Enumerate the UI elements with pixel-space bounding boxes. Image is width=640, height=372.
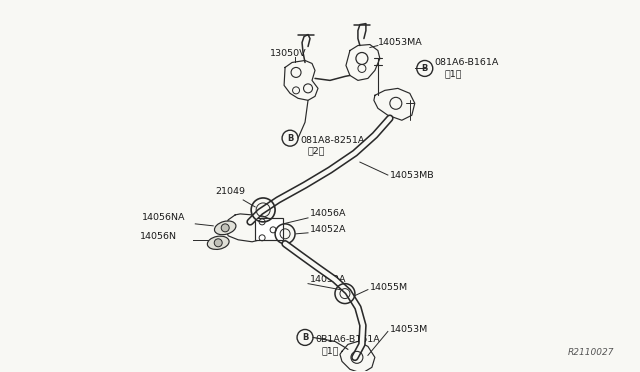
Text: 21049: 21049	[215, 187, 245, 196]
Ellipse shape	[214, 221, 236, 235]
Text: 14055M: 14055M	[370, 283, 408, 292]
Text: 14056NA: 14056NA	[142, 214, 186, 222]
Text: 14052A: 14052A	[310, 275, 346, 284]
Text: R2110027: R2110027	[568, 348, 614, 357]
Text: 0B1A6-B161A: 0B1A6-B161A	[315, 335, 380, 344]
Text: 14053M: 14053M	[390, 325, 428, 334]
Text: 13050V: 13050V	[270, 49, 307, 58]
Text: 14056A: 14056A	[310, 209, 346, 218]
Ellipse shape	[207, 236, 229, 250]
Bar	[255, 218, 283, 240]
Circle shape	[221, 224, 229, 232]
Text: （1）: （1）	[322, 346, 339, 355]
Text: B: B	[302, 333, 308, 342]
Text: 14053MA: 14053MA	[378, 38, 422, 47]
Text: （1）: （1）	[445, 69, 462, 78]
Text: （2）: （2）	[308, 147, 326, 155]
Text: 081A6-B161A: 081A6-B161A	[435, 58, 499, 67]
Text: 081A8-8251A: 081A8-8251A	[300, 136, 364, 145]
Text: 14056N: 14056N	[140, 232, 177, 241]
Text: B: B	[422, 64, 428, 73]
Circle shape	[214, 239, 222, 247]
Text: B: B	[287, 134, 293, 143]
Text: 14052A: 14052A	[310, 225, 346, 234]
Text: 14053MB: 14053MB	[390, 170, 435, 180]
